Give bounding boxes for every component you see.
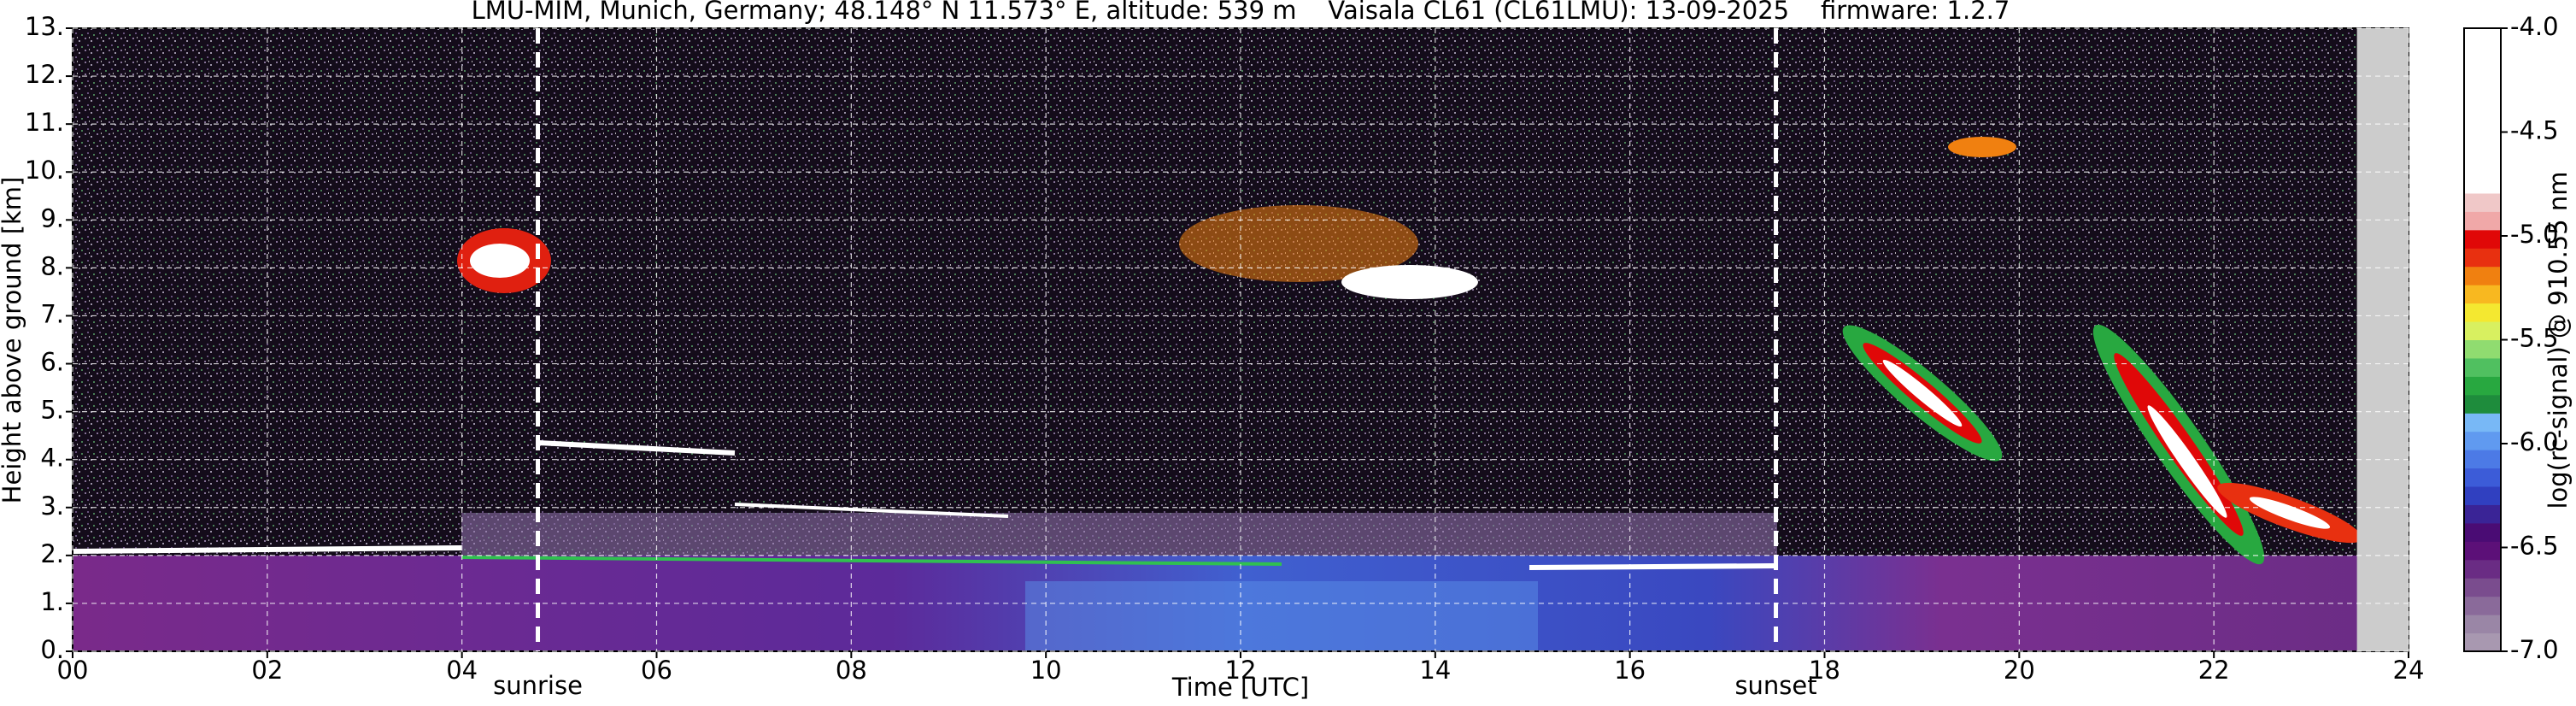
annotation-label: sunrise (493, 671, 583, 700)
colorbar-segment (2464, 229, 2501, 249)
colorbar-segment (2464, 522, 2501, 542)
colorbar-segment (2464, 450, 2501, 469)
colorbar-segment (2464, 376, 2501, 396)
x-tick-label: 22 (2198, 656, 2230, 685)
x-tick-label: 08 (836, 656, 867, 685)
colorbar-tick-label: -5.0 (2510, 220, 2559, 249)
colorbar-segment (2464, 101, 2501, 121)
colorbar-segment (2464, 578, 2501, 597)
cloud-layer (1529, 563, 1776, 570)
cloud-layer (461, 556, 1282, 566)
colorbar-segment (2464, 211, 2501, 231)
colorbar-segment (2464, 120, 2501, 139)
colorbar-tick-label: -4.0 (2510, 12, 2559, 41)
colorbar-segment (2464, 468, 2501, 487)
colorbar-segment (2464, 46, 2501, 66)
x-tick-label: 00 (57, 656, 89, 685)
x-tick-label: 04 (446, 656, 478, 685)
x-tick-label: 20 (2004, 656, 2035, 685)
y-tick-label: 8. (40, 251, 64, 280)
colorbar-segment (2464, 431, 2501, 450)
x-axis-label: Time [UTC] (1171, 673, 1309, 702)
colorbar-segment (2464, 64, 2501, 84)
y-tick-label: 10. (25, 156, 64, 185)
colorbar-segment (2464, 596, 2501, 615)
colorbar-segment (2464, 504, 2501, 524)
colorbar-segment (2464, 321, 2501, 340)
y-tick-label: 13. (25, 12, 64, 41)
cloud (2147, 405, 2227, 518)
colorbar-segment (2464, 266, 2501, 285)
colorbar-segment (2464, 394, 2501, 414)
cloud-layer (537, 440, 736, 456)
colorbar-segment (2464, 486, 2501, 505)
x-tick-label: 18 (1809, 656, 1840, 685)
cloud (470, 244, 530, 278)
y-tick-label: 7. (40, 299, 64, 328)
colorbar-segment (2464, 632, 2501, 652)
y-tick-label: 9. (40, 203, 64, 232)
colorbar-segment (2464, 339, 2501, 359)
colorbar-tick-label: -6.0 (2510, 427, 2559, 456)
colorbar-tick-label: -4.5 (2510, 116, 2559, 145)
colorbar-segment (2464, 138, 2501, 157)
colorbar-segment (2464, 413, 2501, 432)
no-data-area (2356, 28, 2409, 651)
colorbar-segment (2464, 615, 2501, 634)
y-tick-label: 4. (40, 444, 64, 473)
x-tick-label: 14 (1419, 656, 1451, 685)
y-tick-label: 0. (40, 635, 64, 664)
colorbar-segment (2464, 83, 2501, 103)
y-axis-label: Height above ground [km] (0, 177, 26, 504)
x-tick-label: 12 (1225, 656, 1257, 685)
cloud (1341, 265, 1478, 299)
colorbar-segment (2464, 559, 2501, 579)
haze (461, 513, 1777, 557)
x-tick-label: 16 (1614, 656, 1646, 685)
x-tick-label: 02 (251, 656, 283, 685)
y-tick-label: 1. (40, 587, 64, 616)
x-tick-label: 06 (641, 656, 672, 685)
x-tick-label: 24 (2393, 656, 2425, 685)
y-tick-label: 12. (25, 60, 64, 89)
colorbar-tick-label: -5.5 (2510, 324, 2559, 353)
colorbar-segment (2464, 541, 2501, 561)
x-tick-label: 10 (1030, 656, 1062, 685)
colorbar-tick-label: -6.5 (2510, 532, 2559, 561)
colorbar-segment (2464, 285, 2501, 304)
colorbar-segment (2464, 248, 2501, 268)
cloud (1948, 137, 2016, 157)
colorbar-segment (2464, 303, 2501, 322)
colorbar-segment (2464, 174, 2501, 194)
colorbar-tick-label: -7.0 (2510, 635, 2559, 664)
cloud-layer (734, 503, 1009, 518)
cloud (1882, 359, 1963, 427)
chart-title: LMU-MIM, Munich, Germany; 48.148° N 11.5… (472, 0, 2010, 25)
cloud (2249, 497, 2331, 529)
y-tick-label: 6. (40, 348, 64, 377)
boundary-layer (1025, 581, 1538, 651)
y-tick-label: 3. (40, 491, 64, 521)
cloud (1179, 205, 1418, 282)
colorbar-label: log(rc-signal) @ 910.55 nm (2544, 171, 2573, 509)
colorbar-segment (2464, 28, 2501, 47)
y-tick-label: 5. (40, 396, 64, 425)
colorbar-segment (2464, 156, 2501, 176)
y-tick-label: 2. (40, 539, 64, 568)
annotation-label: sunset (1734, 671, 1816, 700)
colorbar-segment (2464, 357, 2501, 377)
colorbar-segment (2464, 192, 2501, 212)
y-tick-label: 11. (25, 108, 64, 137)
